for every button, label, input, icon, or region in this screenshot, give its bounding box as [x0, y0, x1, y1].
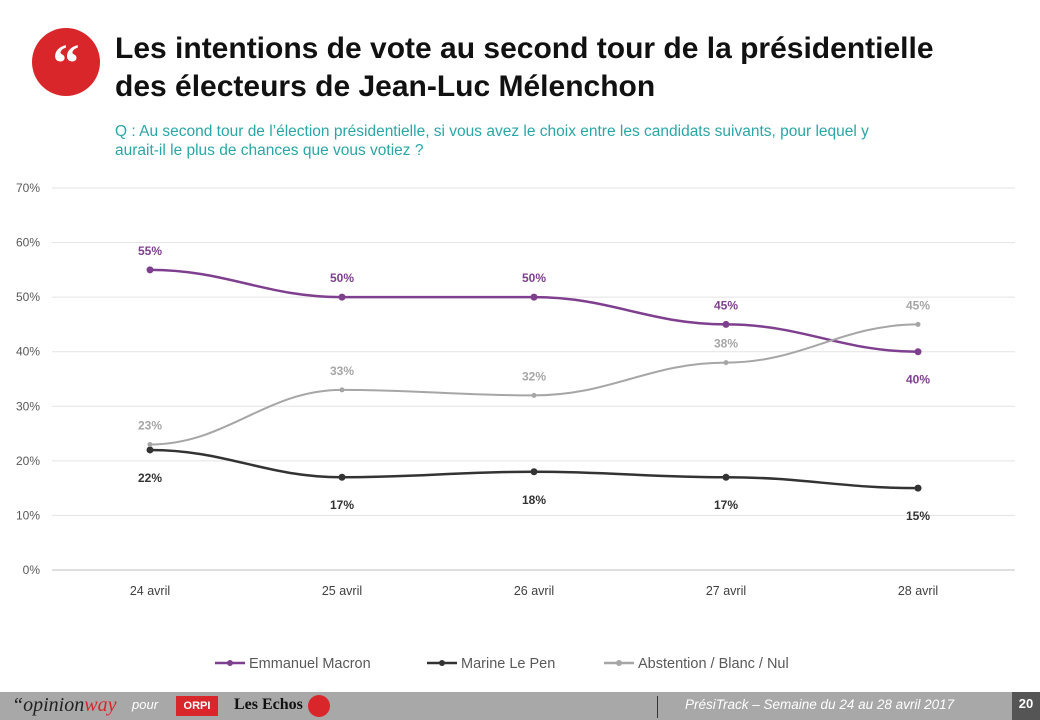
quote-icon: “: [32, 28, 100, 96]
data-label: 23%: [138, 418, 162, 432]
legend-marker: [439, 660, 445, 666]
data-point: [914, 348, 922, 356]
data-point: [915, 321, 921, 327]
y-tick-label: 50%: [16, 290, 40, 304]
data-point: [338, 473, 346, 481]
data-point: [530, 468, 538, 476]
page-number: 20: [1012, 692, 1040, 720]
opinionway-logo: “opinionway: [12, 694, 117, 716]
data-label: 33%: [330, 364, 354, 378]
question-text: Q : Au second tour de l’élection préside…: [115, 123, 869, 159]
data-point: [338, 293, 346, 301]
data-label: 17%: [330, 498, 354, 512]
data-label: 18%: [522, 493, 546, 507]
y-tick-label: 0%: [23, 563, 41, 577]
radio-logo: [308, 695, 330, 717]
y-tick-label: 10%: [16, 508, 40, 522]
page-title: Les intentions de vote au second tour de…: [115, 30, 934, 106]
data-label: 50%: [522, 271, 546, 285]
legend-marker: [616, 660, 622, 666]
y-tick-label: 20%: [16, 454, 40, 468]
y-tick-label: 70%: [16, 181, 40, 195]
divider: [657, 696, 658, 718]
data-label: 32%: [522, 369, 546, 383]
data-point: [530, 293, 538, 301]
data-label: 45%: [714, 298, 738, 312]
les-echos-logo: Les Echos: [234, 696, 303, 713]
x-tick-label: 26 avril: [514, 584, 554, 598]
legend-label: Abstention / Blanc / Nul: [638, 656, 789, 672]
title-line-2: des électeurs de Jean-Luc Mélenchon: [115, 70, 656, 103]
data-point: [722, 320, 730, 328]
orpi-logo: ORPI: [176, 696, 218, 716]
data-label: 22%: [138, 471, 162, 485]
data-label: 55%: [138, 244, 162, 258]
y-tick-label: 60%: [16, 236, 40, 250]
pour-text: pour: [132, 697, 159, 712]
title-line-1: Les intentions de vote au second tour de…: [115, 32, 934, 65]
data-label: 40%: [906, 373, 930, 387]
line-chart: 0% 10% 20% 30% 40% 50% 60% 70% 24 avril 25 avril 2…: [16, 181, 1015, 672]
data-point: [146, 446, 154, 454]
footer-bar: “opinionway pour ORPI Les Echos PrésiTra…: [0, 692, 1040, 720]
x-tick-label: 25 avril: [322, 584, 362, 598]
data-point: [147, 441, 153, 447]
data-point: [531, 392, 537, 398]
data-label: 50%: [330, 271, 354, 285]
data-label: 15%: [906, 509, 930, 523]
data-point: [914, 484, 922, 492]
legend-marker: [227, 660, 233, 666]
data-point: [146, 266, 154, 274]
data-label: 45%: [906, 298, 930, 312]
y-tick-label: 40%: [16, 345, 40, 359]
y-tick-label: 30%: [16, 399, 40, 413]
data-point: [723, 360, 729, 366]
data-point: [339, 387, 345, 393]
presitrack-caption: PrésiTrack – Semaine du 24 au 28 avril 2…: [685, 697, 955, 712]
data-label: 17%: [714, 498, 738, 512]
data-label: 38%: [714, 337, 738, 351]
legend-label: Emmanuel Macron: [249, 656, 371, 672]
data-point: [722, 473, 730, 481]
series-line-2: [149, 323, 919, 446]
legend-label: Marine Le Pen: [461, 656, 555, 672]
x-tick-label: 24 avril: [130, 584, 170, 598]
x-tick-label: 27 avril: [706, 584, 746, 598]
x-tick-label: 28 avril: [898, 584, 938, 598]
